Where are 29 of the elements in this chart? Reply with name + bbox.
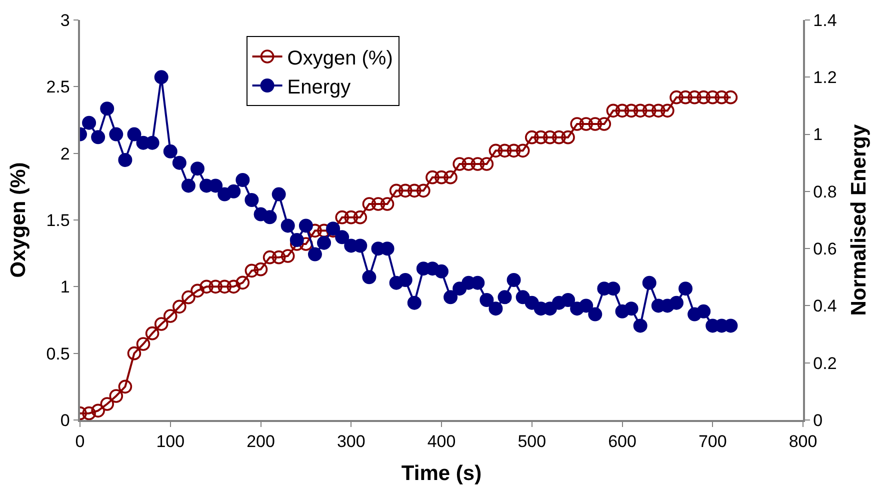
y2-tick-label: 0.6 bbox=[813, 240, 837, 259]
x-tick-label: 500 bbox=[518, 432, 546, 452]
y-tick-label: 3 bbox=[60, 10, 70, 30]
legend-label: Energy bbox=[287, 76, 351, 98]
y-tick-label: 1 bbox=[60, 278, 70, 297]
y-tick-label: 2 bbox=[60, 144, 70, 164]
y-tick-label: 0.5 bbox=[46, 344, 70, 364]
y2-tick-label: 1 bbox=[813, 125, 823, 144]
y2-tick-label: 0.2 bbox=[813, 354, 837, 373]
x-tick-label: 0 bbox=[75, 432, 85, 452]
y-tick-label: 2.5 bbox=[46, 78, 70, 97]
x-tick-label: 800 bbox=[788, 432, 818, 452]
x-tick-label: 100 bbox=[156, 432, 185, 452]
legend-label: Oxygen (%) bbox=[287, 47, 393, 70]
x-tick-label: 300 bbox=[336, 432, 366, 452]
y-tick-label: 0 bbox=[60, 410, 70, 430]
y2-axis-title: Normalised Energy bbox=[847, 124, 870, 316]
x-tick-label: 700 bbox=[698, 432, 727, 452]
y2-tick-label: 0.4 bbox=[813, 296, 837, 316]
y2-tick-label: 0.8 bbox=[813, 182, 837, 202]
y2-tick-label: 1.4 bbox=[813, 10, 837, 30]
x-axis-title: Time (s) bbox=[401, 462, 482, 485]
y-tick-label: 1.5 bbox=[46, 210, 70, 230]
y2-tick-label: 0 bbox=[813, 410, 823, 430]
x-tick-label: 600 bbox=[608, 432, 636, 452]
x-tick-label: 200 bbox=[246, 432, 275, 452]
y2-tick-label: 1.2 bbox=[813, 68, 837, 88]
y-axis-title: Oxygen (%) bbox=[6, 162, 30, 278]
x-tick-label: 400 bbox=[427, 432, 456, 452]
